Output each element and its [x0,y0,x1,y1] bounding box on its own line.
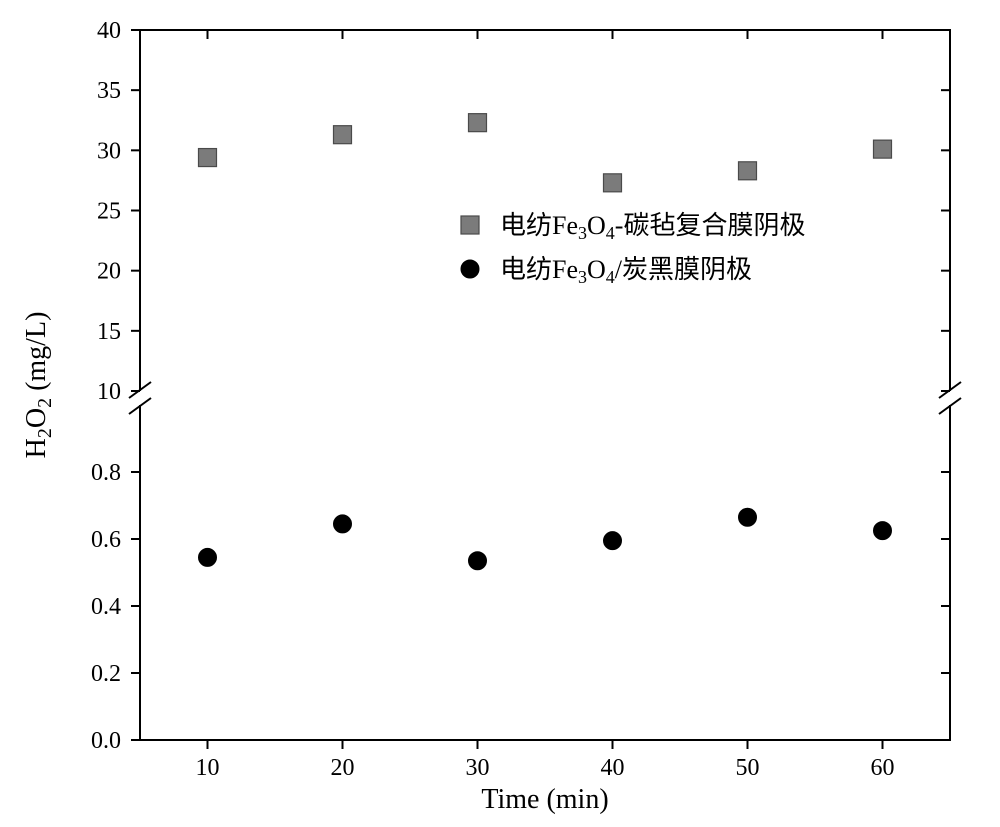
ytick-label-upper: 40 [97,18,121,44]
lower-panel-frame [140,405,950,740]
marker-square [469,114,487,132]
ytick-label-upper: 20 [97,259,121,285]
xtick-label: 40 [601,755,625,781]
y-axis-label: H2O2 (mg/L) [21,312,56,459]
xtick-label: 30 [466,755,490,781]
xtick-label: 60 [871,755,895,781]
marker-circle [334,515,352,533]
ytick-label-upper: 30 [97,138,121,164]
marker-circle [199,548,217,566]
marker-circle [461,260,479,278]
ytick-label-lower: 0.0 [91,728,121,754]
marker-square [604,174,622,192]
ytick-label-lower: 0.8 [91,460,121,486]
marker-square [461,216,479,234]
marker-square [739,162,757,180]
marker-square [199,149,217,167]
marker-circle [874,522,892,540]
marker-square [874,140,892,158]
xtick-label: 20 [331,755,355,781]
ytick-label-upper: 10 [97,379,121,405]
ytick-label-upper: 15 [97,319,121,345]
marker-circle [469,552,487,570]
ytick-label-lower: 0.6 [91,527,121,553]
chart-svg: 10 20 30 40 50 60 Time (min) 0.0 0.2 0.4 0.6 0.8 10 1… [0,0,1000,827]
x-axis-label: Time (min) [481,784,608,815]
ytick-label-lower: 0.4 [91,594,121,620]
marker-circle [604,532,622,550]
chart-container: 10 20 30 40 50 60 Time (min) 0.0 0.2 0.4 0.6 0.8 10 1… [0,0,1000,827]
ytick-label-upper: 35 [97,78,121,104]
marker-circle [739,508,757,526]
ytick-label-upper: 25 [97,199,121,225]
xtick-label: 50 [736,755,760,781]
legend-label: 电纺Fe3O4-碳毡复合膜阴极 [500,211,805,243]
xtick-label: 10 [196,755,220,781]
marker-square [334,126,352,144]
ytick-label-lower: 0.2 [91,661,121,687]
legend-label: 电纺Fe3O4/炭黑膜阴极 [500,255,752,287]
